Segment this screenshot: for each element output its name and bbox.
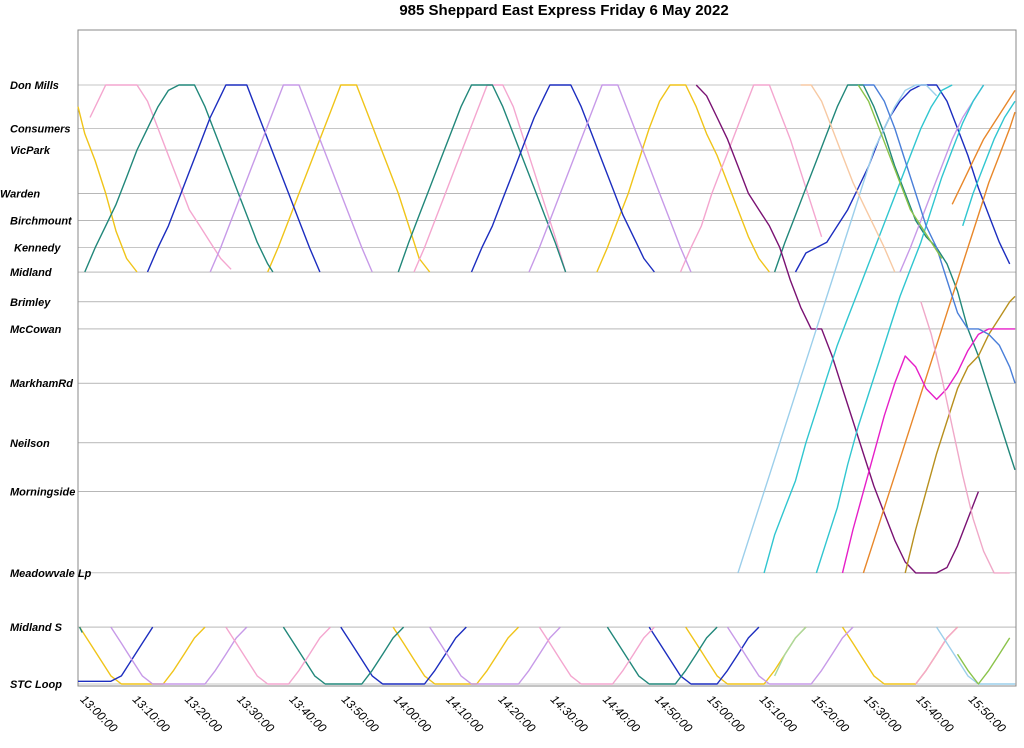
trip-line bbox=[763, 84, 953, 574]
trip-line bbox=[962, 100, 1016, 227]
gridlines bbox=[78, 84, 1016, 685]
x-tick-label: 15:20:00 bbox=[809, 692, 852, 735]
trip-line bbox=[863, 84, 1016, 384]
trip-line bbox=[78, 626, 154, 682]
stop-label: Brimley bbox=[10, 297, 51, 309]
trip-line bbox=[84, 84, 274, 273]
trip-line bbox=[862, 111, 1016, 574]
trip-line bbox=[146, 84, 321, 273]
trip-lines bbox=[77, 84, 1016, 685]
trip-line bbox=[596, 84, 770, 273]
trip-line bbox=[794, 84, 1011, 273]
trip-line bbox=[606, 626, 718, 685]
trip-line bbox=[538, 626, 655, 685]
trip-line bbox=[841, 328, 1015, 574]
x-tick-label: 15:30:00 bbox=[861, 692, 904, 735]
x-tick-label: 13:40:00 bbox=[286, 692, 329, 735]
x-tick-label: 13:10:00 bbox=[130, 692, 173, 735]
trip-line bbox=[110, 626, 248, 685]
stop-label: Birchmount bbox=[10, 216, 73, 228]
x-tick-label: 14:30:00 bbox=[548, 692, 591, 735]
x-tick-label: 15:40:00 bbox=[914, 692, 957, 735]
trip-line bbox=[904, 295, 1016, 574]
trip-line bbox=[79, 626, 206, 685]
chart-title: 985 Sheppard East Express Friday 6 May 2… bbox=[399, 2, 728, 19]
trip-line bbox=[737, 84, 938, 574]
x-tick-label: 13:50:00 bbox=[339, 692, 382, 735]
trip-line bbox=[413, 84, 567, 273]
x-tick-label: 14:50:00 bbox=[652, 692, 695, 735]
x-tick-label: 14:20:00 bbox=[495, 692, 538, 735]
trip-line bbox=[815, 84, 985, 574]
stop-label: MarkhamRd bbox=[10, 378, 73, 390]
stop-label: Neilson bbox=[10, 438, 50, 450]
trip-line bbox=[920, 301, 1010, 574]
trip-line bbox=[956, 637, 1011, 685]
x-tick-label: 15:10:00 bbox=[757, 692, 800, 735]
x-tick-label: 15:50:00 bbox=[966, 692, 1009, 735]
stop-label: McCowan bbox=[10, 324, 62, 336]
stop-label: Midland S bbox=[10, 622, 63, 634]
trip-line bbox=[695, 84, 980, 574]
trip-line bbox=[340, 626, 467, 685]
trip-line bbox=[267, 84, 431, 273]
trip-line bbox=[89, 84, 232, 270]
trip-line bbox=[209, 84, 373, 273]
trip-line bbox=[800, 84, 896, 273]
stop-label: Meadowvale Lp bbox=[10, 568, 92, 580]
trip-line bbox=[528, 84, 692, 273]
stop-labels: Don Mills Consumers VicPark Warden Birchmoun… bbox=[0, 80, 92, 691]
trip-line bbox=[841, 626, 959, 685]
trip-line bbox=[857, 84, 943, 259]
trip-line bbox=[726, 626, 854, 685]
stop-label: VicPark bbox=[10, 145, 51, 157]
stop-label: Don Mills bbox=[10, 80, 59, 92]
trip-line bbox=[470, 84, 655, 273]
trip-line bbox=[951, 90, 1016, 205]
trip-line bbox=[915, 626, 959, 685]
x-tick-label: 13:20:00 bbox=[182, 692, 225, 735]
x-tick-label: 15:00:00 bbox=[705, 692, 748, 735]
x-tick-label: 14:00:00 bbox=[391, 692, 434, 735]
trip-line bbox=[392, 626, 520, 685]
trip-line bbox=[225, 626, 331, 685]
trip-line bbox=[397, 84, 567, 273]
trip-line bbox=[899, 84, 985, 273]
trip-line bbox=[429, 626, 561, 685]
x-tick-label: 13:00:00 bbox=[77, 692, 120, 735]
stop-label: Consumers bbox=[10, 123, 71, 135]
stop-label: Kennedy bbox=[14, 243, 61, 255]
x-tick-label: 13:30:00 bbox=[234, 692, 277, 735]
x-tick-label: 14:40:00 bbox=[600, 692, 643, 735]
trip-line bbox=[282, 626, 405, 685]
trip-line bbox=[77, 106, 138, 273]
stop-label: Morningside bbox=[10, 487, 75, 499]
plot-frame bbox=[77, 29, 1017, 687]
trip-line bbox=[679, 84, 823, 273]
x-tick-labels: 13:00:00 13:10:00 13:20:00 13:30:00 13:40:00… bbox=[77, 692, 1009, 735]
trip-line bbox=[78, 626, 83, 633]
trip-line bbox=[648, 626, 760, 685]
trip-line bbox=[773, 626, 807, 677]
x-tick-label: 14:10:00 bbox=[443, 692, 486, 735]
stop-label: STC Loop bbox=[10, 679, 62, 691]
trip-line bbox=[773, 84, 1016, 471]
trip-line bbox=[936, 626, 1015, 685]
stop-label: Warden bbox=[0, 188, 40, 200]
stop-label: Midland bbox=[10, 267, 52, 279]
